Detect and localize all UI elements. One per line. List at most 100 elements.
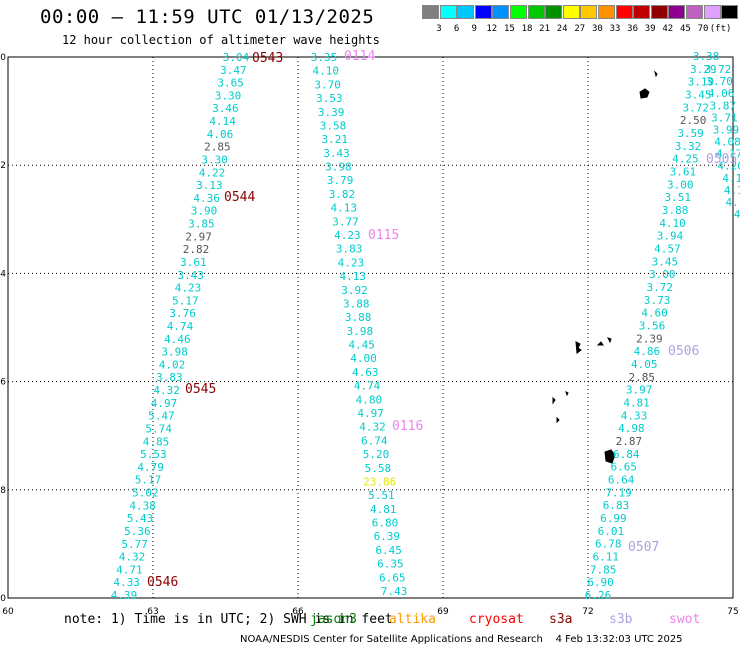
colorbar-label: 33 (609, 24, 621, 34)
island-shape (596, 341, 604, 346)
pass-label: 0544 (224, 190, 255, 205)
wave-height-label: 3.94 (657, 230, 684, 243)
pass-label: 0505 (706, 152, 737, 167)
wave-height-label: 5.36 (124, 525, 151, 538)
wave-height-label: 4.86 (634, 345, 661, 358)
wave-height-label: 3.00 (667, 178, 694, 191)
wave-height-label: 6.65 (379, 571, 406, 584)
wave-height-label: 5.17 (135, 474, 162, 487)
colorbar-swatch (422, 5, 439, 19)
wave-height-label: 4.13 (330, 202, 357, 215)
wave-height-label: 5.51 (368, 489, 395, 502)
x-tick-label: 63 (147, 607, 158, 617)
legend-cryosat: cryosat (469, 612, 524, 627)
wave-height-label: 3.98 (161, 346, 188, 359)
wave-height-label: 3.73 (644, 294, 671, 307)
wave-height-label: 4.1 (724, 184, 740, 197)
wave-height-label: 7.43 (381, 585, 408, 598)
colorbar-swatch (633, 5, 651, 19)
wave-height-label: 3.43 (323, 147, 350, 160)
wave-height-label: 3.30 (215, 89, 242, 102)
colorbar-label: (ft) (709, 24, 732, 34)
colorbar-swatch (562, 5, 580, 19)
wave-height-label: 3.43 (177, 269, 204, 282)
plot-frame (7, 56, 734, 599)
wave-height-label: 5.53 (140, 448, 167, 461)
wave-height-label: 3.88 (345, 311, 372, 324)
wave-height-label: 7.85 (590, 563, 617, 576)
wave-height-label: 4.32 (153, 384, 180, 397)
colorbar-label: 36 (627, 24, 639, 34)
legend-swot: swot (669, 612, 701, 627)
page-subtitle: 12 hour collection of altimeter wave hei… (62, 33, 380, 47)
wave-height-label: 3.88 (662, 204, 689, 217)
colorbar-swatch (492, 5, 510, 19)
colorbar-swatch (580, 5, 598, 19)
wave-height-label: 3.88 (343, 297, 370, 310)
wave-height-label: 2.97 (185, 230, 212, 243)
y-tick-label: -2 (0, 161, 6, 171)
x-tick-label: 75 (727, 607, 738, 617)
wave-height-label: 2.39 (636, 332, 663, 345)
wave-height-label: 5.58 (365, 462, 392, 475)
wave-height-label: 3.83 (336, 243, 363, 256)
pass-label: 0115 (368, 228, 399, 243)
footnote: note: 1) Time is in UTC; 2) SWH is in fe… (64, 612, 393, 627)
wave-height-label: 6.01 (598, 525, 625, 538)
colorbar-swatch (439, 5, 457, 19)
colorbar-label: 3 (436, 24, 442, 34)
wave-height-label: 3.30 (201, 153, 228, 166)
wave-height-label: 6.83 (603, 499, 630, 512)
wave-height-label: 3.79 (327, 174, 354, 187)
pass-label: 0545 (185, 382, 216, 397)
wave-height-label: 5.47 (148, 410, 175, 423)
pass-label: 0114 (344, 49, 375, 64)
wave-height-label: 3.58 (320, 119, 347, 132)
wave-height-label: 3.98 (347, 325, 374, 338)
wave-height-label: 4.36 (193, 192, 220, 205)
wave-height-label: 4.79 (137, 461, 164, 474)
island-shape (556, 416, 560, 424)
wave-height-label: 7.19 (605, 486, 632, 499)
wave-height-label: 4.02 (159, 358, 186, 371)
wave-height-label: 2.82 (183, 243, 210, 256)
wave-height-label: 4.46 (164, 333, 191, 346)
wave-height-label: 4.05 (631, 358, 658, 371)
pass-label: 0116 (392, 419, 423, 434)
wave-height-label: 3.65 (217, 77, 244, 90)
wave-height-label: 6.26 (585, 589, 612, 602)
colorbar-label: 45 (679, 24, 691, 34)
colorbar-label: 12 (486, 24, 498, 34)
wave-height-label: 3.70 (706, 75, 733, 88)
island-shape (552, 396, 556, 405)
wave-height-label: 5.20 (363, 448, 390, 461)
wave-height-label: 4.20 (717, 160, 740, 173)
wave-height-label: 4.63 (352, 366, 379, 379)
wave-height-label: 4.10 (313, 65, 340, 78)
y-tick-label: -6 (0, 378, 6, 388)
wave-height-label: 4.74 (167, 320, 194, 333)
colorbar-swatch (668, 5, 686, 19)
wave-height-label: 4.85 (143, 435, 170, 448)
x-tick-label: 60 (2, 607, 14, 617)
wave-height-label: 4.39 (111, 589, 138, 602)
wave-height-label: 6.45 (375, 544, 402, 557)
pass-label: 0507 (628, 540, 659, 555)
wave-height-label: 3.53 (316, 92, 343, 105)
wave-height-label: 6.65 (610, 461, 637, 474)
wave-height-label: 2.85 (628, 371, 655, 384)
wave-height-label: 3.45 (685, 89, 712, 102)
wave-height-label: 3.51 (664, 191, 691, 204)
wave-height-label: 6.90 (587, 576, 614, 589)
wave-height-label: 4.14 (209, 115, 236, 128)
island-shape (639, 88, 650, 99)
island-shape (575, 341, 582, 354)
colorbar-swatch (721, 5, 739, 19)
wave-height-label: 5.77 (121, 538, 148, 551)
wave-height-label: 3.92 (341, 284, 368, 297)
wave-height-label: 3.61 (180, 256, 207, 269)
wave-height-label: 3.87 (710, 99, 737, 112)
wave-height-label: 4.81 (623, 397, 650, 410)
wave-height-label: 4.06 (708, 87, 735, 100)
wave-height-label: 4.32 (119, 551, 146, 564)
